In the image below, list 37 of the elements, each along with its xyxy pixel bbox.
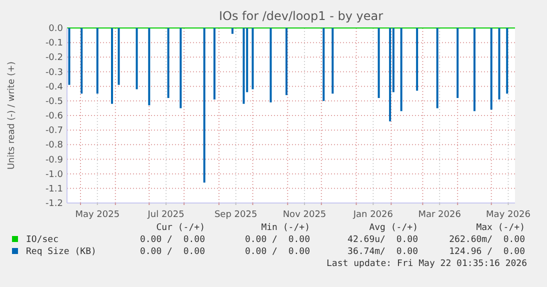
x-tick-label: Mar 2026 xyxy=(418,210,462,220)
text: 42.69u/ 0.00 xyxy=(348,235,418,245)
x-tick-label: Jan 2026 xyxy=(352,210,394,220)
chart-title: IOs for /dev/loop1 - by year xyxy=(218,9,384,23)
text: Cur (-/+) xyxy=(156,223,205,233)
y-tick-label: -0.8 xyxy=(45,140,64,151)
x-tick-label: May 2025 xyxy=(75,210,120,220)
text: 0.00 / 0.00 xyxy=(140,235,205,245)
text: 262.60m/ 0.00 xyxy=(449,235,525,245)
text: 124.96 / 0.00 xyxy=(449,247,525,257)
y-tick-label: -0.1 xyxy=(45,38,63,49)
y-tick-label: -0.9 xyxy=(45,155,64,166)
text: 0.00 / 0.00 xyxy=(244,235,310,245)
text: Max (-/+) xyxy=(476,223,525,233)
text: 0.00 / 0.00 xyxy=(244,247,310,257)
y-tick-label: -0.7 xyxy=(45,126,63,136)
text: Last update: Fri May 22 01:35:16 2026 xyxy=(326,259,527,269)
y-tick-label: -1.2 xyxy=(45,199,63,209)
legend-label: IO/sec xyxy=(26,235,59,245)
y-tick-label: -1.0 xyxy=(45,170,64,180)
y-tick-label: 0.0 xyxy=(48,24,64,34)
legend-label: Req Size (KB) xyxy=(26,247,96,257)
y-axis-title: Units read (-) / write (+) xyxy=(7,61,17,170)
y-tick-label: -1.1 xyxy=(45,184,63,194)
y-tick-label: -0.2 xyxy=(45,53,63,64)
x-tick-label: Sep 2025 xyxy=(214,210,258,220)
text: 36.74m/ 0.00 xyxy=(348,247,418,257)
y-tick-label: -0.6 xyxy=(45,112,64,122)
x-tick-label: Jul 2025 xyxy=(146,210,184,220)
y-tick-label: -0.4 xyxy=(45,82,64,92)
text: Avg (-/+) xyxy=(369,223,418,233)
y-tick-label: -0.5 xyxy=(45,96,63,107)
x-tick-label: Nov 2025 xyxy=(282,210,326,220)
text: 0.00 / 0.00 xyxy=(140,247,205,257)
text: Min (-/+) xyxy=(261,223,310,233)
x-tick-label: May 2026 xyxy=(486,210,531,220)
y-tick-label: -0.3 xyxy=(45,68,63,78)
